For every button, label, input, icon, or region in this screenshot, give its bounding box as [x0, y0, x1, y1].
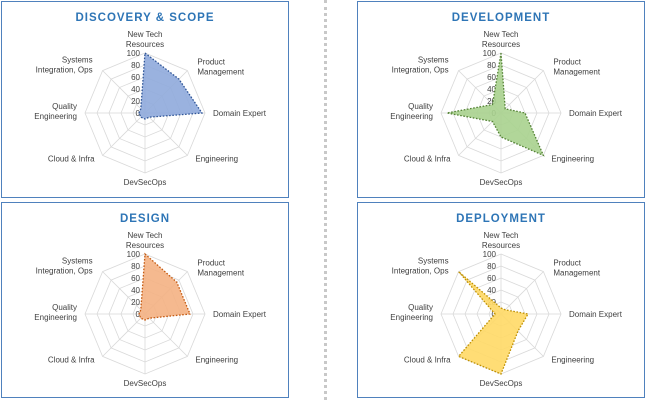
axis-label: Domain Expert: [569, 310, 623, 319]
tick-label: 0: [136, 109, 141, 118]
axis-label: Systems Integration, Ops: [392, 56, 449, 75]
axis-label: Engineering: [551, 154, 594, 163]
axis-spoke: [102, 112, 146, 156]
chart-title: DISCOVERY & SCOPE: [75, 12, 214, 24]
tick-label: 80: [487, 262, 496, 271]
axis-label: DevSecOps: [480, 379, 523, 388]
tick-label: 40: [487, 85, 496, 94]
tick-label: 40: [131, 85, 140, 94]
axis-label: DevSecOps: [124, 379, 167, 388]
chart-title: DESIGN: [120, 213, 170, 225]
axis-label: Cloud & Infra: [48, 355, 95, 364]
axis-label: New Tech Resources: [126, 30, 164, 49]
axis-label: Quality Engineering: [390, 102, 433, 121]
axis-label: Product Management: [197, 58, 244, 77]
axis-label: Domain Expert: [213, 310, 267, 319]
tick-label: 80: [487, 61, 496, 70]
axis-label: New Tech Resources: [482, 30, 520, 49]
axis-spoke: [144, 313, 188, 357]
axis-label: Cloud & Infra: [404, 355, 451, 364]
series-area-deployment: [457, 271, 530, 375]
axis-label: Systems Integration, Ops: [36, 257, 93, 276]
axis-label: Quality Engineering: [34, 102, 77, 121]
axis-spoke: [102, 70, 146, 114]
tick-label: 40: [487, 286, 496, 295]
axis-spoke: [102, 313, 146, 357]
axis-spoke: [500, 70, 544, 114]
tick-label: 40: [131, 286, 140, 295]
tick-label: 60: [487, 73, 496, 82]
tick-label: 0: [136, 310, 141, 319]
tick-label: 100: [483, 250, 497, 259]
axis-label: Engineering: [195, 154, 238, 163]
axis-label: New Tech Resources: [126, 231, 164, 250]
axis-label: Domain Expert: [569, 109, 623, 118]
radar-chart-development: DEVELOPMENT020406080100New TechResources…: [390, 12, 623, 187]
panel-divider: [324, 0, 327, 400]
axis-label: Cloud & Infra: [404, 154, 451, 163]
axis-label: Domain Expert: [213, 109, 267, 118]
axis-label: Cloud & Infra: [48, 154, 95, 163]
tick-label: 100: [127, 49, 141, 58]
axis-label: Systems Integration, Ops: [36, 56, 93, 75]
axis-label: Quality Engineering: [34, 303, 77, 322]
tick-label: 60: [131, 274, 140, 283]
axis-label: Engineering: [551, 355, 594, 364]
tick-label: 0: [492, 310, 497, 319]
tick-label: 80: [131, 262, 140, 271]
axis-label: DevSecOps: [124, 178, 167, 187]
tick-label: 20: [131, 97, 140, 106]
axis-label: Systems Integration, Ops: [392, 257, 449, 276]
chart-panel-design: DESIGN 0 20 40 60 80 100 New Tech Resources Produ…: [1, 202, 289, 398]
axis-label: Product Management: [553, 259, 600, 278]
tick-label: 20: [131, 298, 140, 307]
tick-label: 100: [483, 49, 497, 58]
tick-label: 80: [131, 61, 140, 70]
series-area-design: [138, 252, 191, 321]
chart-title: DEVELOPMENT: [452, 12, 551, 24]
axis-spoke: [102, 271, 146, 315]
series-area-discovery-scope: [138, 51, 204, 120]
tick-label: 20: [487, 97, 496, 106]
tick-label: 60: [131, 73, 140, 82]
chart-panel-deployment: DEPLOYMENT020406080100New TechResourcesP…: [357, 202, 645, 398]
chart-panel-development: DEVELOPMENT020406080100New TechResources…: [357, 1, 645, 198]
tick-label: 100: [127, 250, 141, 259]
axis-spoke: [500, 271, 544, 315]
series-area-development: [446, 52, 545, 157]
radar-chart-deployment: DEPLOYMENT020406080100New TechResourcesP…: [390, 213, 623, 388]
axis-label: New Tech Resources: [482, 231, 520, 250]
tick-label: 60: [487, 274, 496, 283]
axis-label: Engineering: [195, 355, 238, 364]
chart-panel-discovery: DISCOVERY & SCOPE 0 20 40 60 80 100 New Tech Res…: [1, 1, 289, 198]
axis-label: Quality Engineering: [390, 303, 433, 322]
axis-label: Product Management: [197, 259, 244, 278]
axis-spoke: [144, 112, 188, 156]
chart-title: DEPLOYMENT: [456, 213, 546, 225]
axis-label: DevSecOps: [480, 178, 523, 187]
axis-label: Product Management: [553, 58, 600, 77]
